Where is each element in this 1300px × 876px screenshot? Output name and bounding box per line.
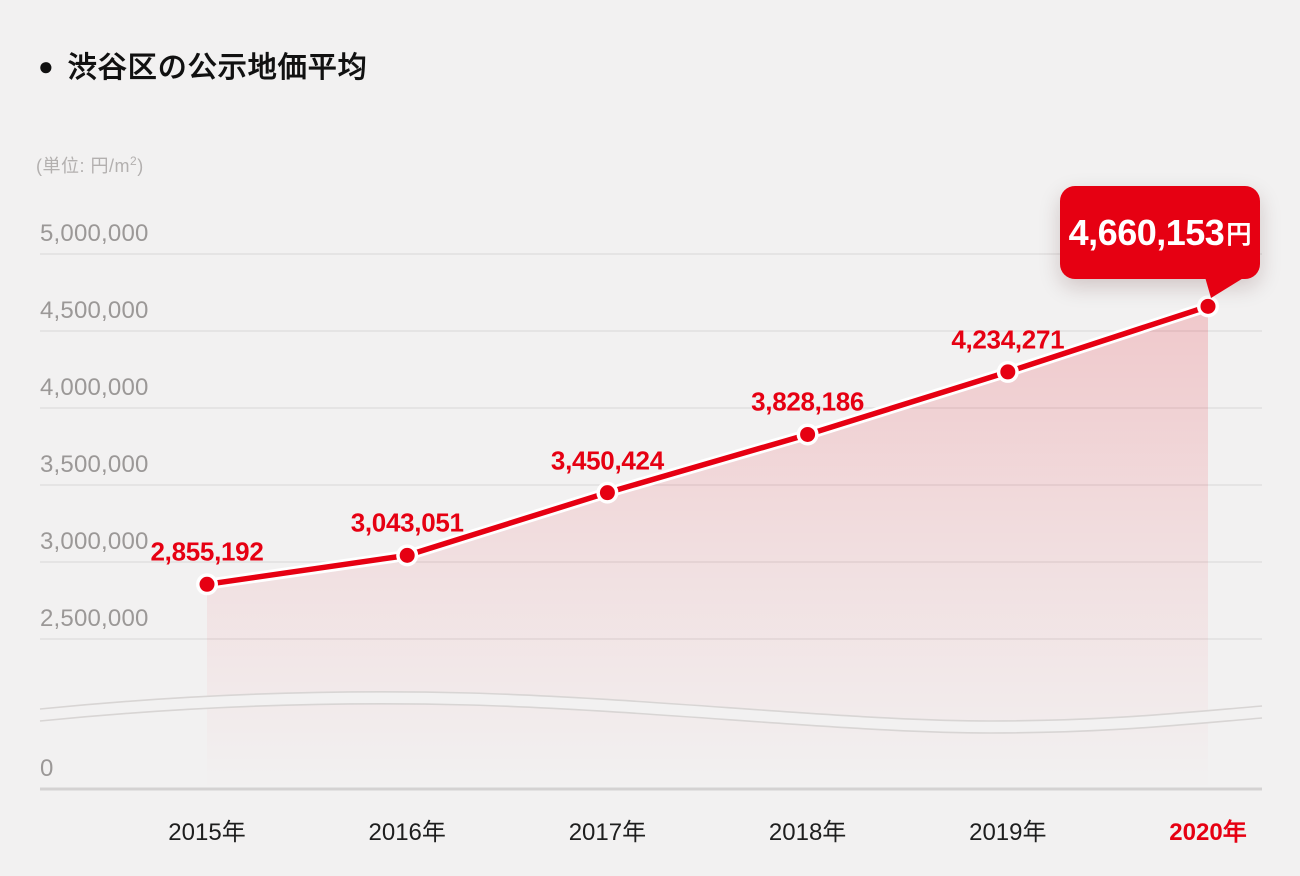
y-tick-label: 4,000,000	[40, 374, 149, 401]
chart-title: 渋谷区の公示地価平均	[67, 52, 368, 84]
unit-note: (単位: 円/m2)	[36, 154, 144, 176]
callout-value: 4,660,153	[1068, 211, 1225, 253]
axis-break-edge	[39, 690, 1263, 722]
data-point[interactable]	[800, 426, 816, 442]
unit-superscript: 2	[130, 154, 138, 168]
data-point[interactable]	[199, 576, 215, 592]
y-tick-label: 2,500,000	[40, 605, 149, 632]
x-tick-label-highlight: 2020年	[1169, 819, 1247, 846]
data-point[interactable]	[1200, 298, 1216, 314]
axis-break-wave	[39, 690, 1263, 734]
series-line	[204, 303, 1211, 588]
x-tick-label: 2016年	[368, 819, 446, 846]
point-value-label: 3,828,186	[751, 386, 865, 417]
area-fill	[207, 306, 1208, 787]
data-point[interactable]	[399, 547, 415, 563]
y-tick-label: 4,500,000	[40, 297, 149, 324]
title-bullet-icon: ●	[38, 51, 54, 81]
axis-break-ribbon	[40, 691, 1262, 733]
point-value-label: 2,855,192	[150, 536, 264, 567]
x-tick-label: 2017年	[568, 819, 647, 846]
point-value-label: 3,450,424	[550, 445, 664, 476]
x-tick-label: 2019年	[969, 819, 1047, 846]
x-tick-label: 2015年	[168, 819, 246, 846]
y-tick-label: 3,000,000	[40, 528, 149, 555]
y-tick-label: 5,000,000	[40, 220, 149, 247]
data-point[interactable]	[599, 485, 615, 501]
x-tick-label: 2018年	[768, 819, 847, 846]
callout-tail	[1205, 277, 1245, 298]
chart-title-row: ● 渋谷区の公示地価平均	[38, 44, 368, 86]
axis-break-edge	[39, 702, 1263, 734]
data-point[interactable]	[1000, 364, 1016, 380]
point-value-label: 4,234,271	[951, 324, 1065, 355]
callout-unit: 円	[1226, 220, 1252, 249]
value-callout[interactable]: 4,660,153 円	[1060, 186, 1260, 279]
point-value-label: 3,043,051	[350, 507, 464, 538]
y-tick-label: 0	[40, 755, 54, 782]
y-tick-label: 3,500,000	[40, 451, 149, 478]
